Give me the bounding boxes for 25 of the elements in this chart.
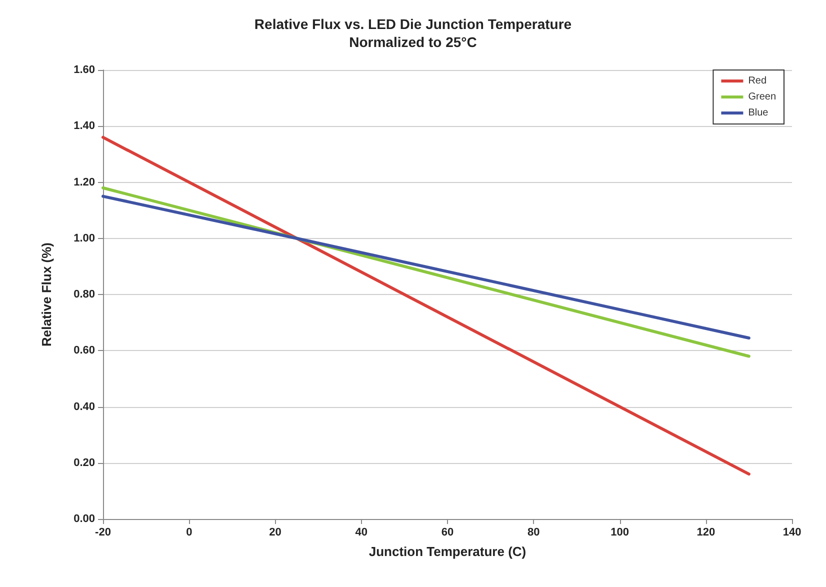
x-tick-label: 140 [782, 526, 802, 538]
y-tick-label: 0.00 [74, 513, 95, 525]
x-tick-label: 80 [528, 526, 540, 538]
y-tick-label: 1.20 [74, 176, 95, 188]
x-tick-label: 120 [696, 526, 716, 538]
y-tick-label: 0.80 [74, 288, 95, 300]
y-tick-label: 0.40 [74, 400, 95, 413]
x-axis-title: Junction Temperature (C) [368, 544, 526, 559]
x-tick-label: 40 [355, 526, 368, 538]
y-tick-label: 0.60 [74, 344, 95, 357]
legend-label: Green [748, 92, 776, 102]
chart-subtitle: Normalized to 25°C [349, 34, 477, 50]
y-tick-label: 0.20 [74, 456, 95, 469]
x-tick-label: 60 [441, 526, 454, 538]
x-tick-label: 0 [186, 526, 192, 538]
y-tick-label: 1.00 [74, 232, 95, 244]
y-axis-title: Relative Flux (%) [39, 242, 54, 347]
x-tick-label: 100 [610, 526, 629, 538]
y-tick-label: 1.40 [74, 120, 95, 132]
x-tick-label: -20 [95, 526, 111, 538]
y-tick-label: 1.60 [74, 64, 95, 76]
legend-label: Blue [748, 108, 769, 118]
chart-title: Relative Flux vs. LED Die Junction Temperature [254, 16, 572, 32]
x-tick-label: 20 [269, 526, 282, 538]
legend-label: Red [748, 76, 767, 86]
